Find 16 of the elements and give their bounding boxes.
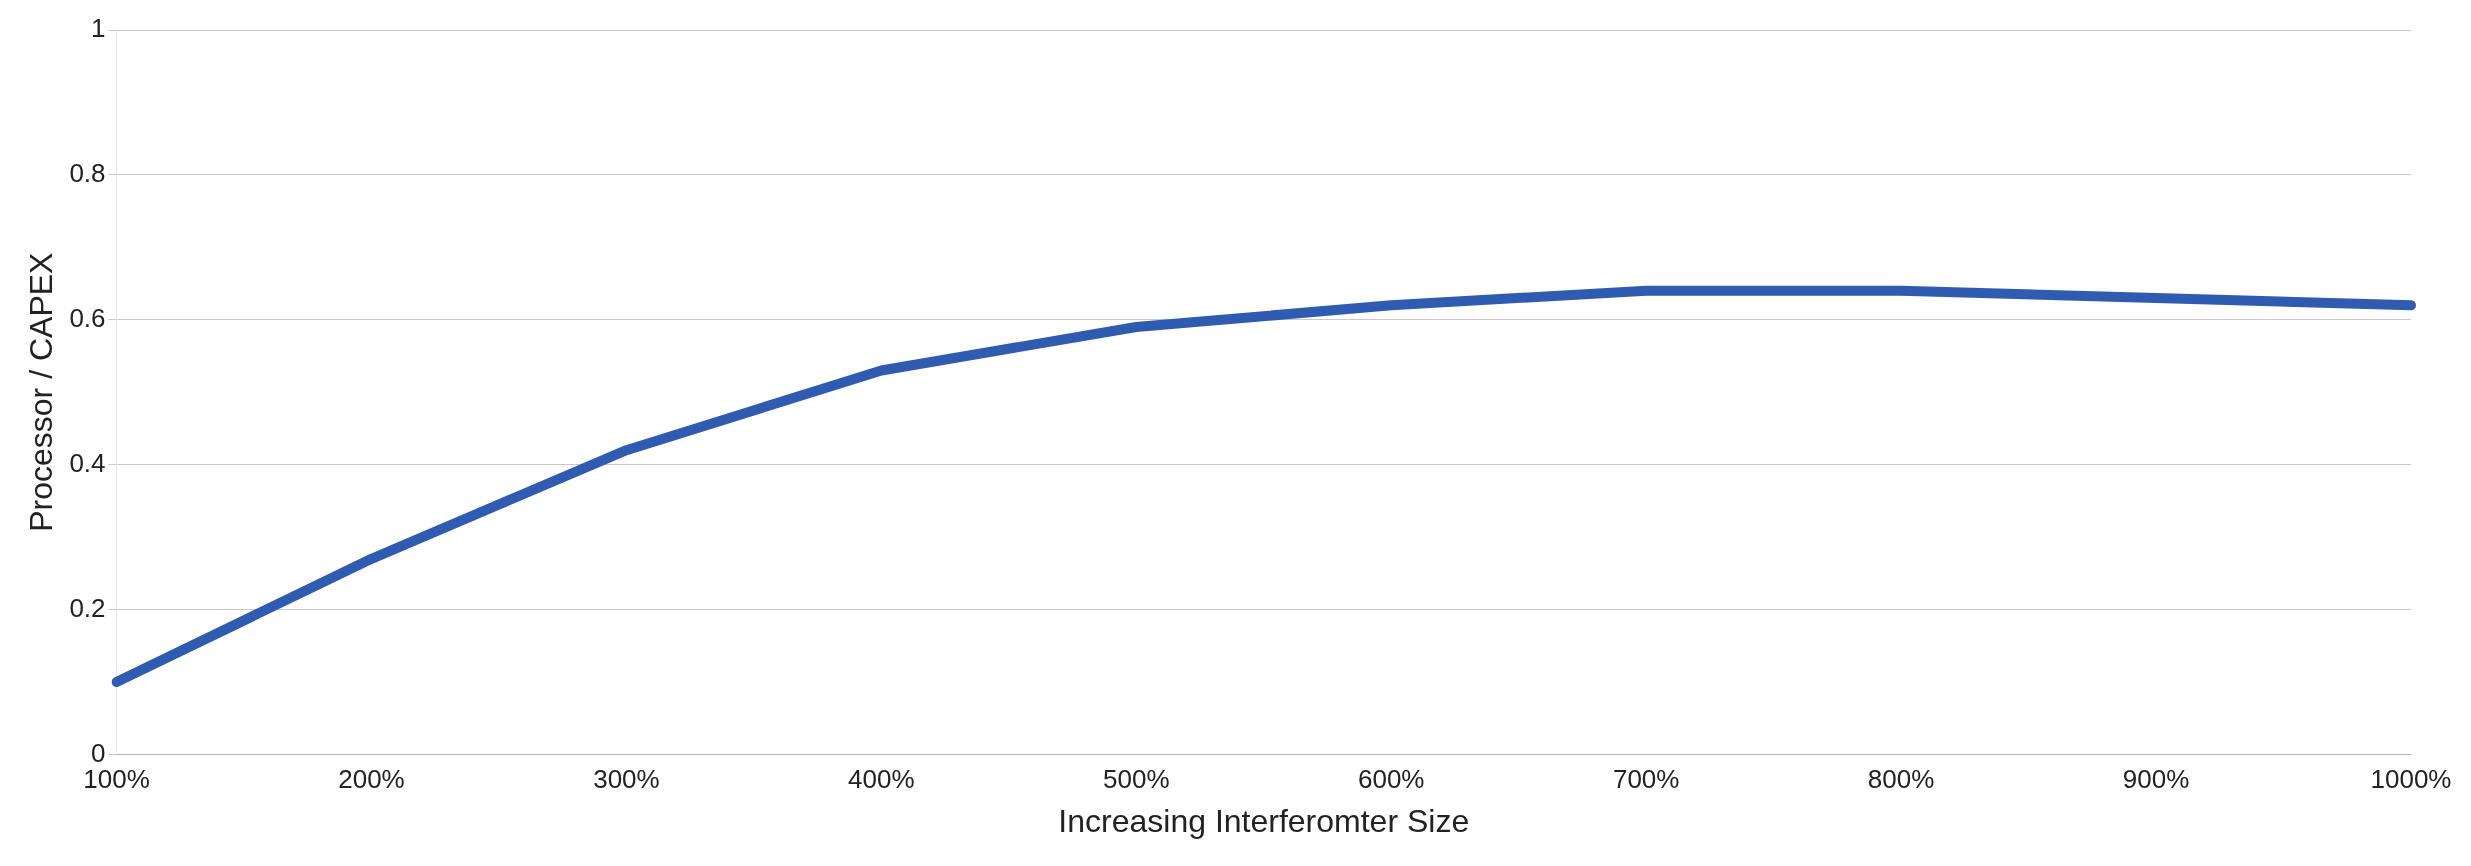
x-tick-label: 400% [848,764,915,795]
y-tick-label: 1 [91,13,106,44]
y-tick-label: 0.2 [69,592,106,623]
x-tick-label: 1000% [2370,764,2452,795]
y-tick-label: 0.6 [69,302,106,333]
x-tick-label: 300% [593,764,660,795]
y-tick-label: 0.4 [69,447,106,478]
x-tick-label: 500% [1103,764,1170,795]
x-tick-label: 800% [1867,764,1935,795]
x-axis-title: Increasing Interferomter Size [1058,802,1470,839]
x-tick-label: 700% [1612,764,1680,795]
x-tick-label: 200% [338,764,405,795]
x-tick-label: 600% [1357,764,1425,795]
y-axis-title: Processor / CAPEX [23,252,60,532]
y-tick-label: 0.8 [69,158,106,189]
x-tick-label: 900% [2122,764,2190,795]
